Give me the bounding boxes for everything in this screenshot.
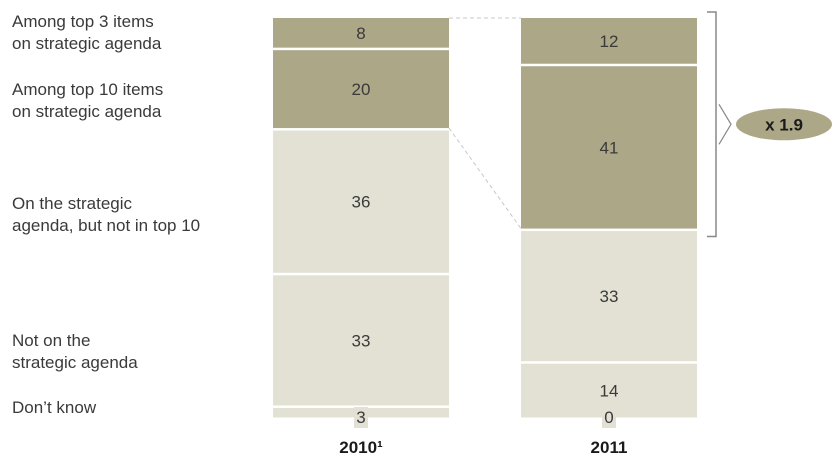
label-not-on-agenda: Not on the strategic agenda (12, 331, 138, 372)
bar-segment-1-0 (521, 18, 697, 64)
label-dont-know: Don’t know (12, 398, 97, 417)
value-label-1-3: 14 (600, 382, 619, 401)
chevron-icon (718, 103, 732, 145)
bar-segment-1-2 (521, 231, 697, 362)
value-label-1-4: 0 (604, 408, 613, 427)
label-not-in-top-10: On the strategic agenda, but not in top … (12, 194, 201, 235)
value-label-1-0: 12 (600, 32, 619, 51)
value-label-0-1: 20 (352, 80, 371, 99)
value-label-0-0: 8 (356, 24, 365, 43)
bar-segment-0-1 (273, 50, 449, 129)
value-label-bg-0-4 (354, 407, 368, 428)
value-label-0-2: 36 (352, 193, 371, 212)
bar-segment-0-2 (273, 130, 449, 273)
value-label-0-3: 33 (352, 331, 371, 350)
bar-segment-1-1 (521, 66, 697, 229)
connector-bottom (448, 127, 522, 229)
value-label-0-4: 3 (356, 408, 365, 427)
label-top-10: Among top 10 items on strategic agenda (12, 80, 164, 121)
value-label-bg-1-4 (602, 407, 616, 428)
label-top-3: Among top 3 items on strategic agenda (12, 12, 162, 53)
x-tick-label-0: 2010¹ (339, 438, 383, 457)
multiplier-badge (736, 108, 832, 141)
bracket (707, 11, 717, 238)
x-tick-label-1: 2011 (591, 438, 628, 457)
bar-segment-0-3 (273, 275, 449, 406)
value-label-1-2: 33 (600, 287, 619, 306)
bar-segment-0-0 (273, 18, 449, 48)
multiplier-label: x 1.9 (765, 115, 803, 134)
value-label-1-1: 41 (600, 138, 619, 157)
